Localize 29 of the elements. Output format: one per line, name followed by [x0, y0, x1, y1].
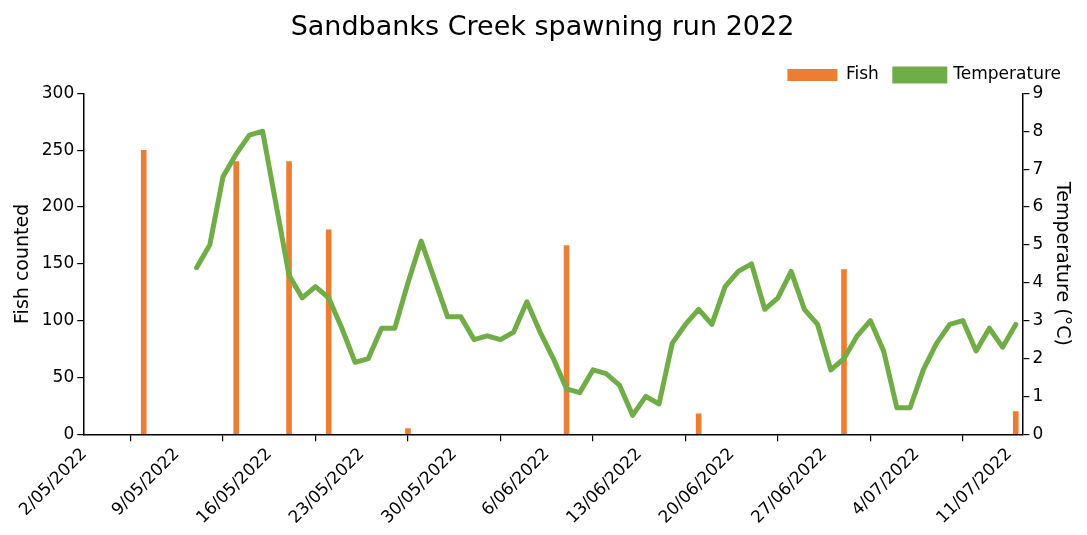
bar: [140, 149, 147, 435]
y-tick-label: 0: [63, 422, 75, 443]
y2-tick-label: 1: [1032, 384, 1044, 405]
y2-tick-label: 4: [1032, 271, 1044, 292]
y-tick-label: 50: [52, 365, 75, 386]
bar: [405, 428, 411, 435]
y2-tick-label: 6: [1032, 195, 1044, 216]
y-tick-label: 150: [41, 252, 75, 273]
legend-label: Temperature: [952, 63, 1061, 84]
y-tick-label: 250: [41, 138, 75, 159]
bar: [233, 161, 240, 435]
y2-tick-label: 5: [1032, 233, 1044, 254]
chart-title: Sandbanks Creek spawning run 2022: [290, 10, 795, 42]
y2-tick-label: 9: [1032, 81, 1044, 102]
y-axis-title: Fish counted: [10, 203, 33, 324]
y2-tick-label: 3: [1032, 309, 1044, 330]
y2-tick-label: 0: [1032, 422, 1044, 443]
y-tick-label: 200: [41, 195, 75, 216]
bar: [286, 161, 292, 435]
bar: [841, 269, 847, 435]
y2-tick-label: 2: [1032, 346, 1044, 367]
y2-tick-label: 8: [1032, 119, 1044, 140]
bar: [325, 229, 332, 435]
bar: [1012, 411, 1019, 435]
y-tick-label: 100: [41, 309, 75, 330]
legend-label: Fish: [845, 63, 879, 84]
y2-tick-label: 7: [1032, 157, 1044, 178]
y2-axis-title: Temperature (°C): [1052, 180, 1075, 346]
y-tick-label: 300: [41, 81, 75, 102]
